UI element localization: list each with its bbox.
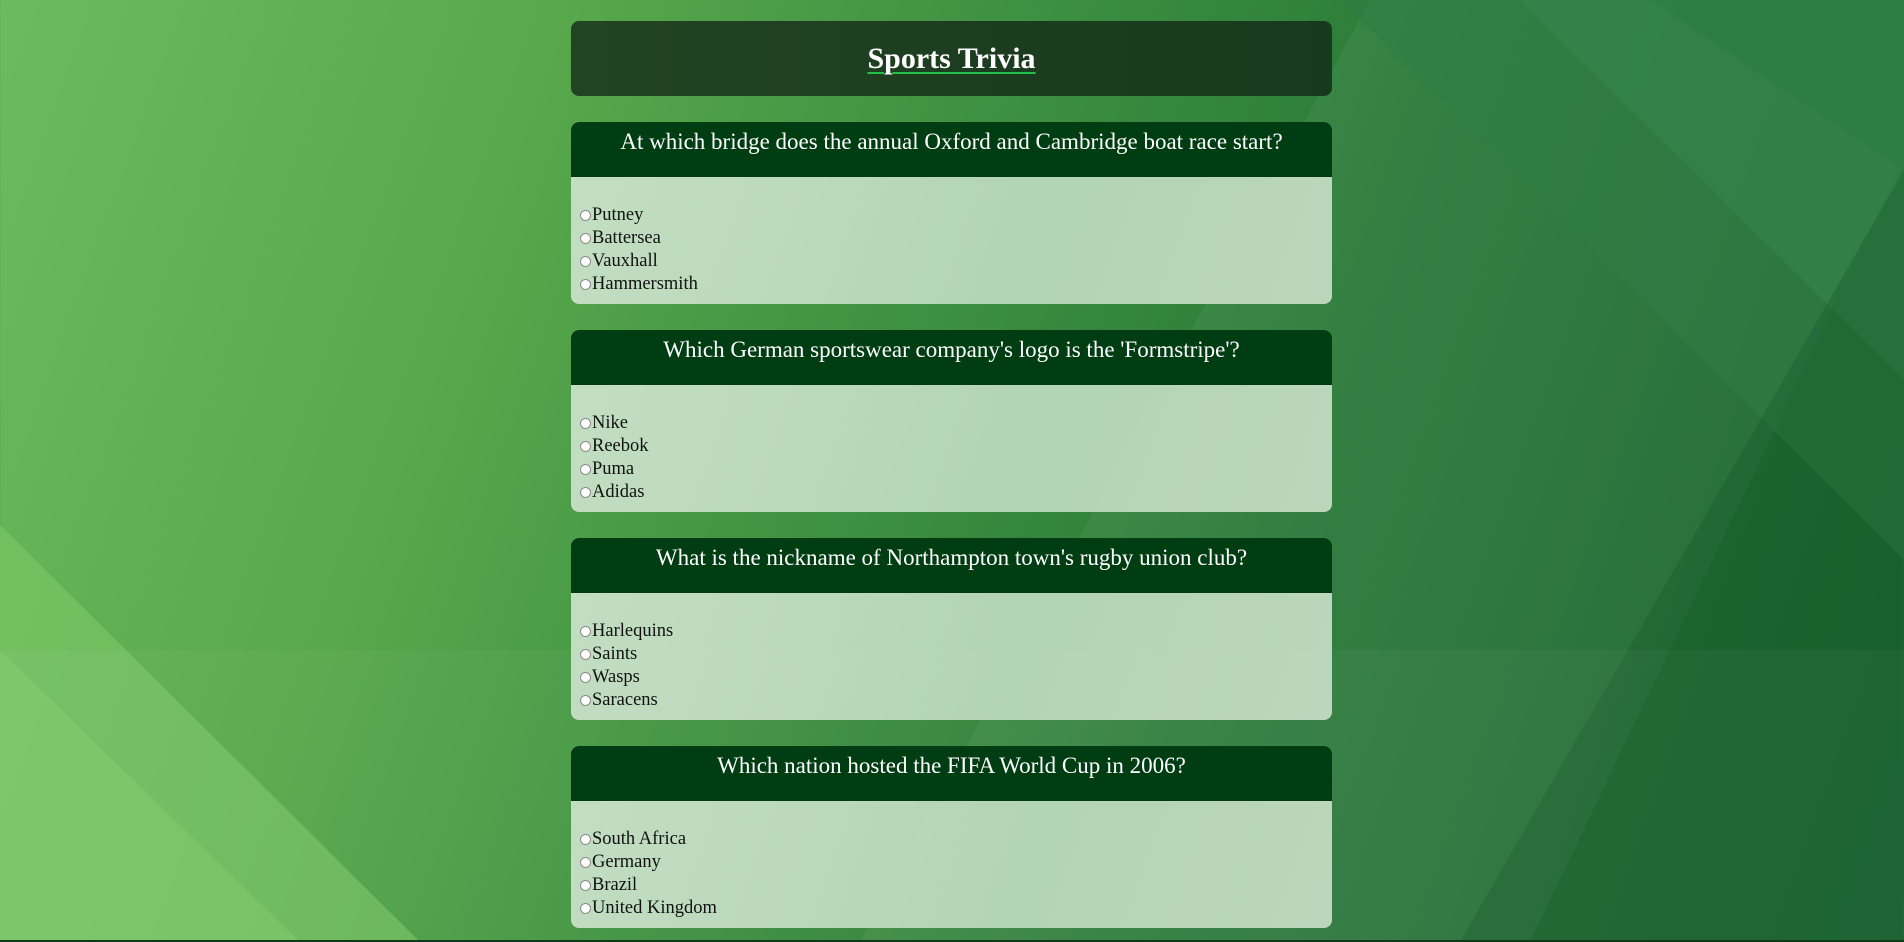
answer-label: United Kingdom [592,898,717,918]
answer-option[interactable]: South Africa [580,828,1332,851]
radio-button[interactable] [580,857,591,868]
answer-label: Hammersmith [592,274,698,294]
radio-button[interactable] [580,464,591,475]
radio-button[interactable] [580,279,591,290]
answer-option[interactable]: Battersea [580,227,1332,250]
answer-option[interactable]: Puma [580,458,1332,481]
answer-option[interactable]: Brazil [580,874,1332,897]
answer-label: Putney [592,205,644,225]
radio-button[interactable] [580,834,591,845]
answer-label: South Africa [592,829,687,849]
radio-button[interactable] [580,256,591,267]
question-card: Which German sportswear company's logo i… [571,330,1332,512]
answer-label: Battersea [592,228,661,248]
question-text: Which German sportswear company's logo i… [663,337,1240,362]
radio-button[interactable] [580,418,591,429]
answer-label: Nike [592,413,628,433]
radio-button[interactable] [580,903,591,914]
answer-option[interactable]: Reebok [580,435,1332,458]
radio-button[interactable] [580,626,591,637]
answer-options: Nike Reebok Puma Adidas [571,385,1332,512]
answer-options: South Africa Germany Brazil United Kingd… [571,801,1332,928]
question-header: Which German sportswear company's logo i… [571,330,1332,385]
answer-option[interactable]: Nike [580,412,1332,435]
question-text: Which nation hosted the FIFA World Cup i… [717,753,1186,778]
answer-option[interactable]: Adidas [580,481,1332,504]
radio-button[interactable] [580,880,591,891]
page-bottom-divider [0,940,1904,942]
answer-option[interactable]: Germany [580,851,1332,874]
answer-option[interactable]: Hammersmith [580,273,1332,296]
answer-option[interactable]: Putney [580,204,1332,227]
answer-options: Putney Battersea Vauxhall Hammersmith [571,177,1332,304]
answer-option[interactable]: Saracens [580,689,1332,712]
question-header: At which bridge does the annual Oxford a… [571,122,1332,177]
answer-options: Harlequins Saints Wasps Saracens [571,593,1332,720]
answer-label: Reebok [592,436,649,456]
answer-option[interactable]: Harlequins [580,620,1332,643]
answer-label: Puma [592,459,635,479]
answer-option[interactable]: Wasps [580,666,1332,689]
answer-label: Adidas [592,482,645,502]
radio-button[interactable] [580,649,591,660]
answer-label: Saracens [592,690,658,710]
answer-label: Harlequins [592,621,674,641]
radio-button[interactable] [580,672,591,683]
radio-button[interactable] [580,233,591,244]
answer-option[interactable]: United Kingdom [580,897,1332,920]
question-text: At which bridge does the annual Oxford a… [620,129,1283,154]
question-header: Which nation hosted the FIFA World Cup i… [571,746,1332,801]
answer-option[interactable]: Vauxhall [580,250,1332,273]
quiz-container: Sports Trivia At which bridge does the a… [571,21,1332,942]
radio-button[interactable] [580,487,591,498]
page-title: Sports Trivia [867,41,1036,75]
answer-label: Saints [592,644,638,664]
question-header: What is the nickname of Northampton town… [571,538,1332,593]
answer-label: Germany [592,852,661,872]
answer-option[interactable]: Saints [580,643,1332,666]
question-card: Which nation hosted the FIFA World Cup i… [571,746,1332,928]
question-card: At which bridge does the annual Oxford a… [571,122,1332,304]
radio-button[interactable] [580,441,591,452]
question-text: What is the nickname of Northampton town… [655,545,1248,570]
title-banner: Sports Trivia [571,21,1332,96]
radio-button[interactable] [580,695,591,706]
answer-label: Vauxhall [592,251,658,271]
question-card: What is the nickname of Northampton town… [571,538,1332,720]
radio-button[interactable] [580,210,591,221]
answer-label: Brazil [592,875,638,895]
answer-label: Wasps [592,667,640,687]
